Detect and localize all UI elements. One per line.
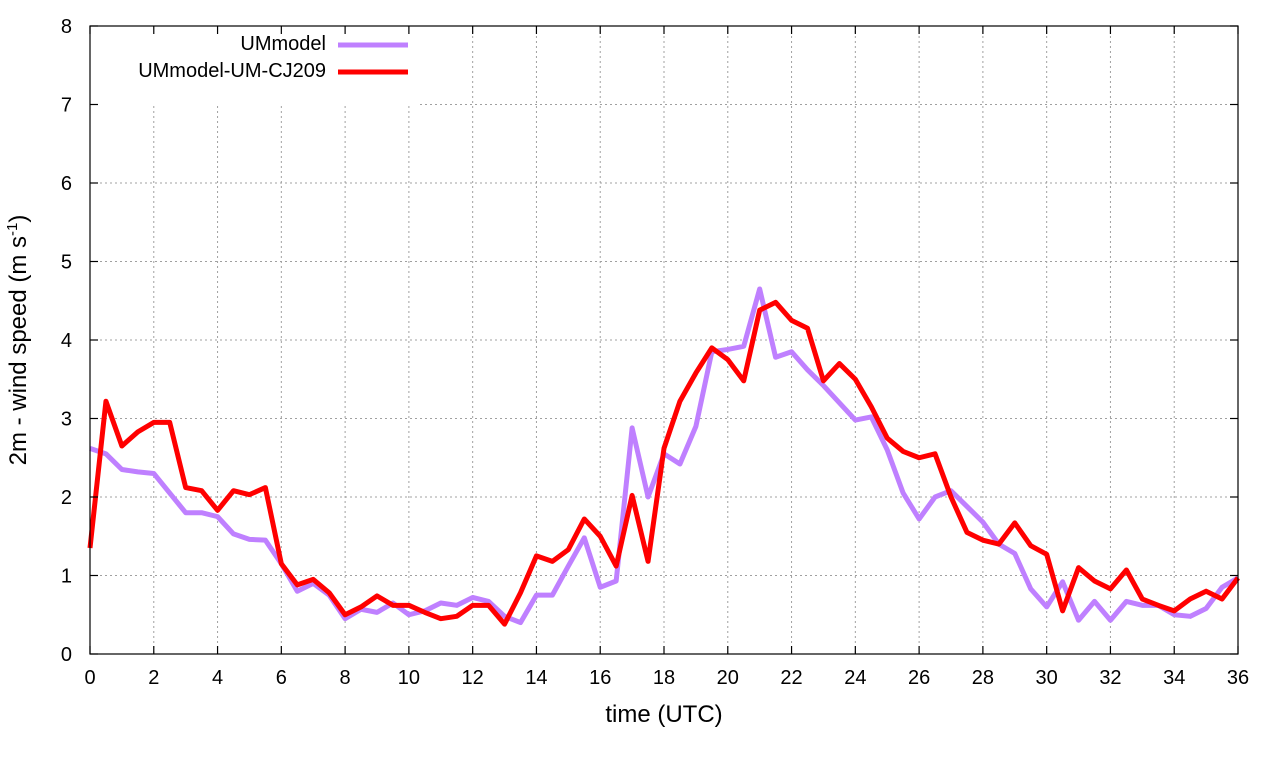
x-tick-label: 14 xyxy=(525,667,547,689)
x-axis-label: time (UTC) xyxy=(605,701,722,728)
series-line-ummodel-um-cj209 xyxy=(87,299,1240,627)
y-tick-label: 3 xyxy=(61,409,72,431)
x-tick-label: 18 xyxy=(653,667,675,689)
x-tick-label: 20 xyxy=(717,667,739,689)
x-tick-label: 4 xyxy=(212,667,223,689)
y-axis-label-superscript: -1 xyxy=(4,223,21,236)
x-tick-label: 8 xyxy=(340,667,351,689)
y-tick-label: 5 xyxy=(61,252,72,274)
x-tick-label: 36 xyxy=(1227,667,1249,689)
x-tick-label: 32 xyxy=(1099,667,1121,689)
legend-label-ummodel-um-cj209: UMmodel-UM-CJ209 xyxy=(138,60,326,82)
y-axis-label-main: 2m - wind speed (m s xyxy=(5,236,32,465)
x-tick-label: 26 xyxy=(908,667,930,689)
y-tick-label: 4 xyxy=(61,330,72,352)
legend-label-ummodel: UMmodel xyxy=(240,33,326,55)
x-tick-label: 28 xyxy=(972,667,994,689)
x-tick-label: 6 xyxy=(276,667,287,689)
x-tick-labels: 0 2 4 6 8 10 12 14 16 18 20 22 24 26 28 30 32 34 36 xyxy=(84,667,1249,689)
y-tick-label: 2 xyxy=(61,487,72,509)
x-tick-label: 16 xyxy=(589,667,611,689)
y-tick-label: 0 xyxy=(61,644,72,666)
x-tick-label: 30 xyxy=(1036,667,1058,689)
y-tick-labels: 0 1 2 3 4 5 6 7 8 xyxy=(61,16,72,666)
grid xyxy=(90,26,1238,654)
legend: UMmodel UMmodel-UM-CJ209 xyxy=(138,33,408,82)
x-tick-label: 2 xyxy=(148,667,159,689)
x-tick-label: 12 xyxy=(462,667,484,689)
y-tick-label: 1 xyxy=(61,566,72,588)
axis-ticks xyxy=(89,25,1239,655)
y-tick-label: 6 xyxy=(61,173,72,195)
x-tick-label: 24 xyxy=(844,667,866,689)
x-tick-label: 22 xyxy=(780,667,802,689)
y-tick-label: 8 xyxy=(61,16,72,38)
x-tick-label: 10 xyxy=(398,667,420,689)
y-tick-label: 7 xyxy=(61,95,72,117)
legend-box xyxy=(92,26,420,106)
series-layer xyxy=(87,286,1240,627)
y-axis-label: 2m - wind speed (m s-1) xyxy=(4,215,32,466)
x-tick-label: 34 xyxy=(1163,667,1185,689)
x-tick-label: 0 xyxy=(84,667,95,689)
y-axis-label-close: ) xyxy=(5,215,32,223)
